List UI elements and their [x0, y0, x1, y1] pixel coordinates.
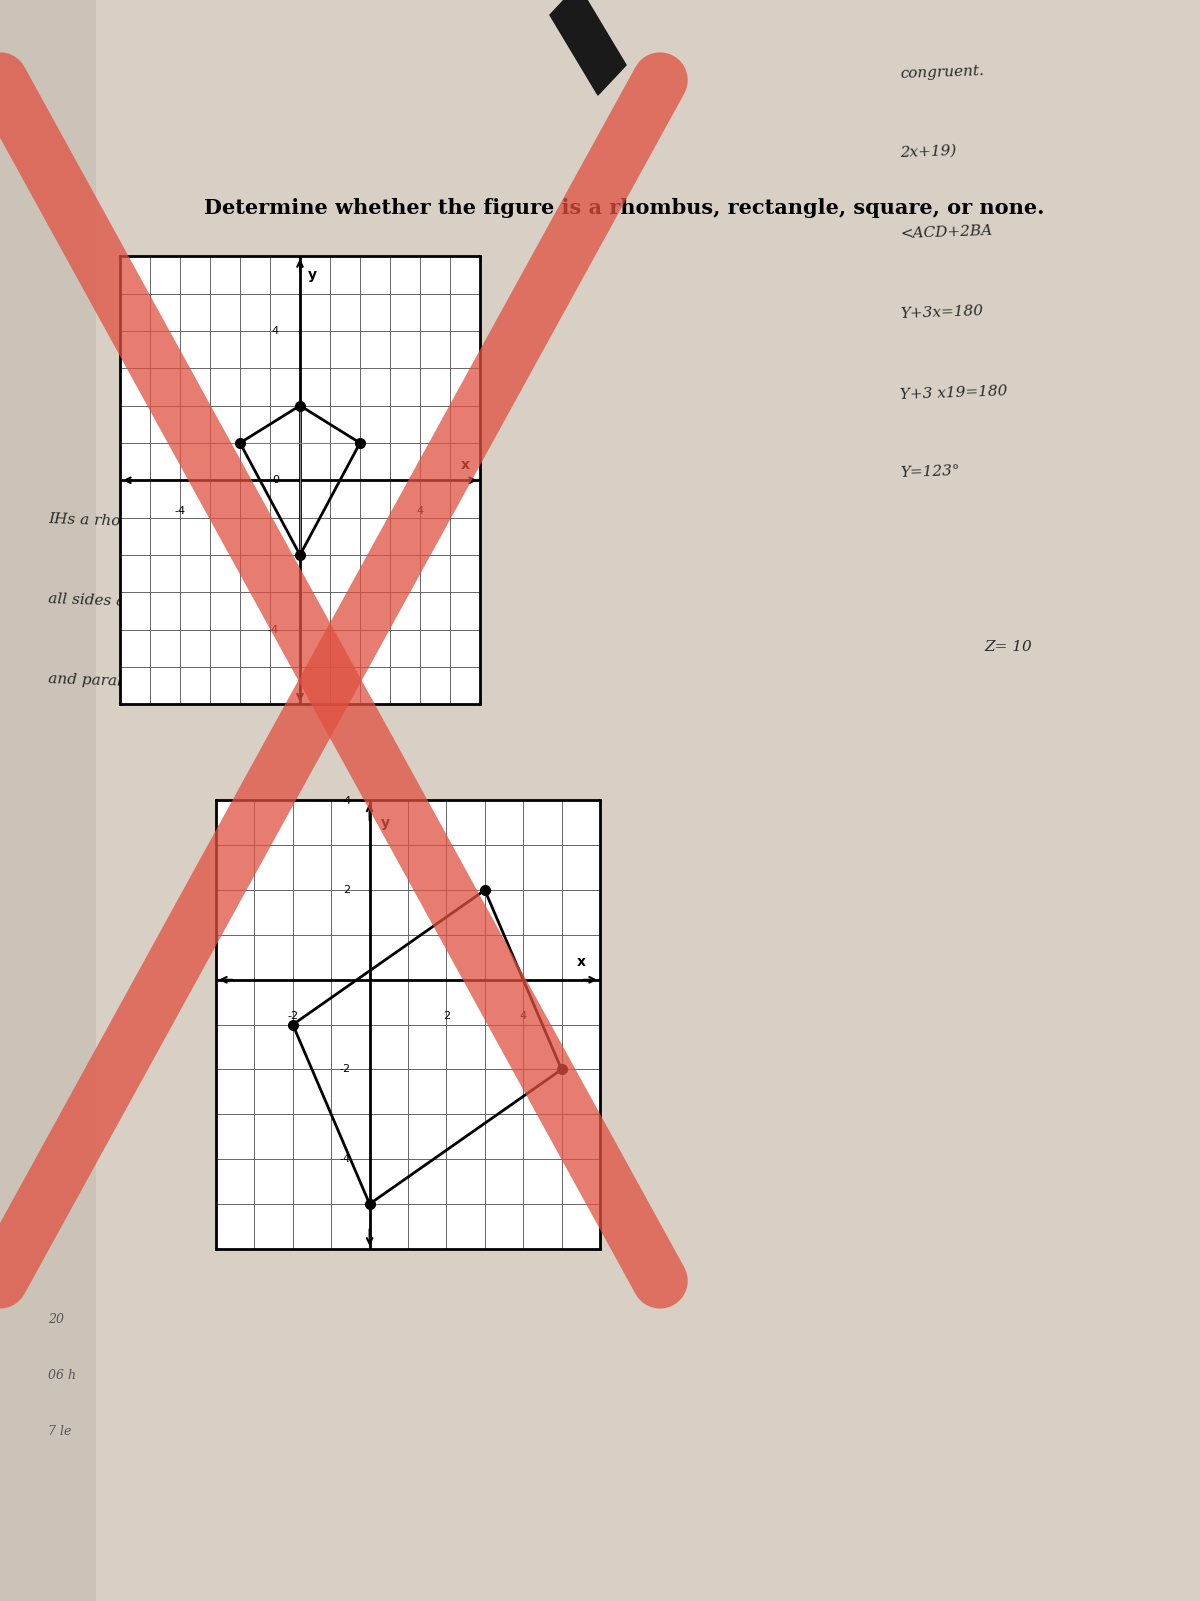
Text: x: x [461, 458, 469, 472]
Text: 2x+19): 2x+19) [900, 144, 958, 160]
Text: y: y [380, 817, 390, 829]
Text: 12.: 12. [408, 800, 437, 818]
Text: 4: 4 [272, 327, 278, 336]
Text: x: x [576, 954, 586, 969]
Text: Y+3 x19=180: Y+3 x19=180 [900, 384, 1008, 402]
Text: 4: 4 [520, 1012, 527, 1021]
Text: Z= 10: Z= 10 [984, 640, 1032, 655]
Text: congruent.: congruent. [900, 64, 985, 82]
Text: -4: -4 [268, 624, 278, 634]
Text: -2: -2 [287, 1012, 299, 1021]
Text: <ACD+2BA: <ACD+2BA [900, 224, 992, 242]
Text: Y+3x=180: Y+3x=180 [900, 304, 984, 322]
Text: IHs a rhombus since: IHs a rhombus since [48, 512, 208, 532]
Text: 11.: 11. [408, 272, 437, 290]
Text: and parallel.: and parallel. [48, 672, 146, 690]
Text: 0: 0 [272, 475, 278, 485]
Text: 4: 4 [416, 506, 424, 517]
Text: y: y [307, 267, 317, 282]
Text: -4: -4 [174, 506, 186, 517]
FancyArrow shape [550, 0, 626, 94]
Text: 2: 2 [343, 885, 350, 895]
Text: 7 le: 7 le [48, 1425, 71, 1438]
Text: Y=123°: Y=123° [900, 464, 960, 480]
Text: -2: -2 [340, 1065, 350, 1074]
Text: Determine whether the figure is a rhombus, rectangle, square, or none.: Determine whether the figure is a rhombu… [204, 199, 1044, 218]
Text: 06 h: 06 h [48, 1369, 76, 1382]
Text: 4: 4 [343, 796, 350, 805]
Text: all sides are equal: all sides are equal [48, 592, 190, 612]
Text: -4: -4 [340, 1154, 350, 1164]
Bar [0, 0, 96, 1601]
Text: 20: 20 [48, 1313, 64, 1326]
Text: 2: 2 [443, 1012, 450, 1021]
